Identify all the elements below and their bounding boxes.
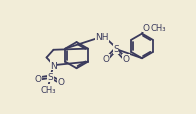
- Text: N: N: [50, 61, 57, 70]
- Text: NH: NH: [95, 33, 109, 42]
- Text: O: O: [34, 74, 42, 83]
- Text: O: O: [102, 55, 109, 64]
- Text: CH₃: CH₃: [151, 24, 166, 33]
- Text: O: O: [142, 24, 149, 33]
- Text: O: O: [122, 55, 129, 64]
- Text: S: S: [113, 45, 119, 54]
- Text: CH₃: CH₃: [40, 85, 56, 94]
- Text: S: S: [47, 73, 53, 82]
- Text: O: O: [58, 77, 65, 86]
